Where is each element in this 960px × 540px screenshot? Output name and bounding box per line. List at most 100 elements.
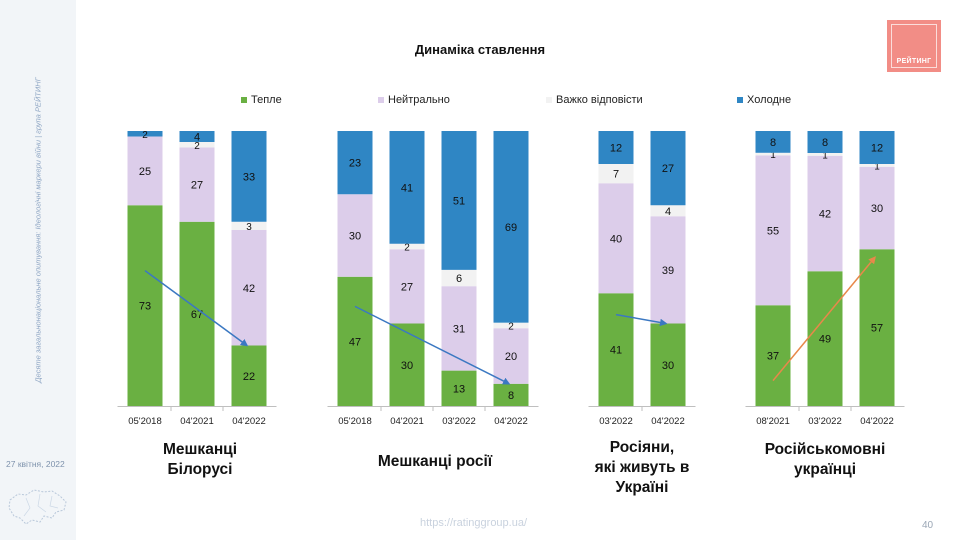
bar-segment-neutral xyxy=(441,286,477,371)
x-tick-label: 04'2022 xyxy=(651,416,685,427)
bar-segment-hard-to-say xyxy=(859,164,895,167)
legend-label-warm: Тепле xyxy=(251,94,282,106)
data-label-hard-to-say: 1 xyxy=(874,161,880,172)
bar-segment-hard-to-say xyxy=(389,243,425,250)
trend-arrow-up xyxy=(772,256,876,382)
legend-swatch-neutral xyxy=(378,97,384,103)
bar-segment-warm xyxy=(859,249,895,406)
data-label-warm: 49 xyxy=(819,334,831,346)
sidebar-date: 27 квітня, 2022 xyxy=(6,459,65,469)
data-label-warm: 57 xyxy=(871,323,883,335)
legend-label-hard-to-say: Важко відповісти xyxy=(556,94,643,106)
bar-segment-hard-to-say xyxy=(231,221,267,230)
data-label-warm: 8 xyxy=(508,390,514,402)
bar-segment-neutral xyxy=(389,249,425,324)
data-label-warm: 30 xyxy=(662,360,674,372)
trend-arrow-down xyxy=(354,305,511,385)
data-label-warm: 47 xyxy=(349,336,361,348)
bar-segment-cold xyxy=(598,131,634,164)
data-label-hard-to-say: 2 xyxy=(404,243,410,254)
x-tick-label: 04'2022 xyxy=(860,416,894,427)
bar-segment-warm xyxy=(441,370,477,406)
bar-segment-cold xyxy=(493,131,529,323)
data-label-cold: 8 xyxy=(822,137,828,149)
data-label-warm: 22 xyxy=(243,371,255,383)
legend-swatch-cold xyxy=(737,97,743,103)
trend-arrow-down xyxy=(615,313,668,327)
bar-segment-neutral xyxy=(755,155,791,306)
bar-segment-neutral xyxy=(231,230,267,346)
group-label-russians-in-ukraine: Росіяни, які живуть в Україні xyxy=(594,439,690,496)
bar-segment-warm xyxy=(807,271,843,406)
data-label-cold: 2 xyxy=(142,130,148,141)
bar-segment-cold xyxy=(337,131,373,195)
bar-segment-warm xyxy=(389,323,425,406)
bar-segment-cold xyxy=(231,131,267,222)
bar-segment-warm xyxy=(493,383,529,406)
x-tick-label: 04'2022 xyxy=(494,416,528,427)
bar-segment-hard-to-say xyxy=(598,164,634,184)
x-tick-label: 03'2022 xyxy=(808,416,842,427)
x-tick-label: 04'2022 xyxy=(232,416,266,427)
data-label-warm: 41 xyxy=(610,345,622,357)
bar-segment-neutral xyxy=(650,216,686,324)
data-label-neutral: 42 xyxy=(819,209,831,221)
data-label-warm: 30 xyxy=(401,360,413,372)
data-label-neutral: 30 xyxy=(871,203,883,215)
data-label-cold: 27 xyxy=(662,163,674,175)
bar-segment-neutral xyxy=(598,183,634,294)
data-label-neutral: 42 xyxy=(243,283,255,295)
x-tick-label: 08'2021 xyxy=(756,416,790,427)
bar-segment-cold xyxy=(755,131,791,153)
data-label-neutral: 31 xyxy=(453,323,465,335)
data-label-warm: 67 xyxy=(191,309,203,321)
bar-segment-warm xyxy=(650,323,686,406)
bar-segment-neutral xyxy=(807,155,843,272)
data-label-cold: 51 xyxy=(453,195,465,207)
x-tick-label: 05'2018 xyxy=(338,416,372,427)
data-label-neutral: 30 xyxy=(349,231,361,243)
group-label-russian-speaking-ukrainians: Російськомовні українці xyxy=(764,441,886,478)
data-label-hard-to-say: 4 xyxy=(665,206,671,218)
bar-segment-neutral xyxy=(493,328,529,384)
chart-title: Динаміка ставлення xyxy=(414,42,546,57)
bar-segment-neutral xyxy=(337,194,373,277)
data-label-neutral: 27 xyxy=(401,281,413,293)
footer-url: https://ratinggroup.ua/ xyxy=(420,517,528,529)
data-label-cold: 12 xyxy=(871,143,883,155)
bar-segment-cold xyxy=(650,131,686,206)
data-label-cold: 41 xyxy=(401,182,413,194)
trend-arrow-down xyxy=(144,270,249,347)
legend-label-cold: Холодне xyxy=(747,94,792,106)
bar-segment-warm xyxy=(755,305,791,406)
bar-segment-warm xyxy=(179,221,215,406)
data-label-neutral: 39 xyxy=(662,265,674,277)
data-label-warm: 37 xyxy=(767,351,779,363)
bar-segment-cold xyxy=(179,131,215,142)
sidebar: Десяте загальнонаціональне опитування: І… xyxy=(0,0,76,540)
data-label-hard-to-say: 1 xyxy=(770,150,776,161)
page-number: 40 xyxy=(922,520,934,531)
x-tick-label: 04'2021 xyxy=(390,416,424,427)
rating-logo-text: РЕЙТИНГ xyxy=(896,58,932,65)
data-label-neutral: 25 xyxy=(139,166,151,178)
data-label-hard-to-say: 6 xyxy=(456,273,462,285)
bar-segment-cold xyxy=(127,131,163,137)
bar-segment-neutral xyxy=(859,166,895,250)
bar-segment-warm xyxy=(598,293,634,406)
x-tick-label: 04'2021 xyxy=(180,416,214,427)
bar-segment-cold xyxy=(859,131,895,164)
data-label-neutral: 40 xyxy=(610,233,622,245)
data-label-cold: 4 xyxy=(194,132,200,144)
bar-segment-neutral xyxy=(179,147,215,222)
legend-swatch-warm xyxy=(241,97,247,103)
bar-segment-hard-to-say xyxy=(807,153,843,156)
data-label-neutral: 55 xyxy=(767,225,779,237)
data-label-hard-to-say: 1 xyxy=(822,150,828,161)
data-label-hard-to-say: 2 xyxy=(508,321,514,332)
rating-logo: РЕЙТИНГ xyxy=(887,20,941,72)
bar-segment-hard-to-say xyxy=(493,322,529,329)
legend-swatch-hard-to-say xyxy=(546,97,552,103)
bar-segment-warm xyxy=(127,205,163,406)
